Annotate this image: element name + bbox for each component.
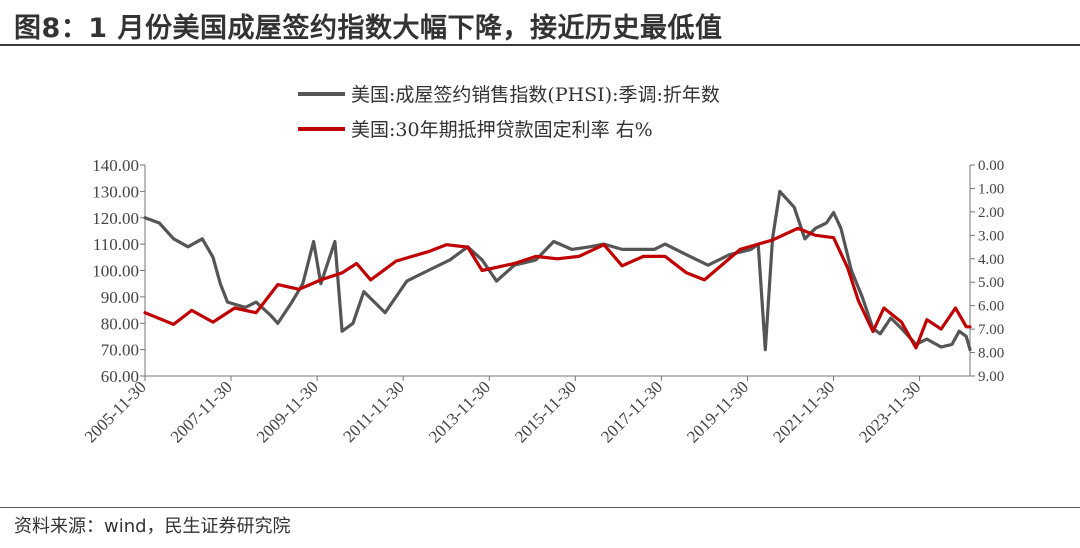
legend-label-mortgage: 美国:30年期抵押贷款固定利率 右% xyxy=(351,119,653,141)
right-tick-label: 2.00 xyxy=(978,205,1004,221)
left-tick-label: 90.00 xyxy=(101,288,139,307)
right-tick-label: 9.00 xyxy=(978,369,1004,385)
right-tick-label: 7.00 xyxy=(978,322,1004,338)
right-tick-label: 6.00 xyxy=(978,299,1004,315)
left-tick-label: 60.00 xyxy=(101,367,139,386)
x-tick-label: 2023-11-30 xyxy=(855,377,924,446)
series-layer xyxy=(143,189,972,352)
legend-label-phsi: 美国:成屋签约销售指数(PHSI):季调:折年数 xyxy=(351,84,720,106)
x-tick-label: 2011-11-30 xyxy=(339,377,408,446)
right-tick-label: 1.00 xyxy=(978,181,1004,197)
left-tick-label: 100.00 xyxy=(92,262,139,281)
right-tick-label: 3.00 xyxy=(978,228,1004,244)
x-tick-label: 2021-11-30 xyxy=(769,377,838,446)
x-tick-label: 2019-11-30 xyxy=(683,377,752,446)
left-tick-label: 70.00 xyxy=(101,341,139,360)
right-tick-label: 4.00 xyxy=(978,252,1004,268)
chart: 美国:成屋签约销售指数(PHSI):季调:折年数 美国:30年期抵押贷款固定利率… xyxy=(81,84,1005,446)
axes xyxy=(144,165,971,377)
right-tick-label: 8.00 xyxy=(978,346,1004,362)
series-line-mortgage-rate xyxy=(143,226,972,350)
page-title: 图8：1 月份美国成屋签约指数大幅下降，接近历史最低值 xyxy=(14,13,723,44)
x-tick-label: 2009-11-30 xyxy=(253,377,322,446)
left-tick-label: 120.00 xyxy=(92,209,139,228)
left-tick-label: 110.00 xyxy=(93,235,139,254)
x-ticks: 2005-11-30 2007-11-30 2009-11-30 2011-11-30… xyxy=(81,376,924,446)
left-tick-label: 80.00 xyxy=(101,314,139,333)
title-divider xyxy=(0,44,1080,46)
x-tick-label: 2017-11-30 xyxy=(597,377,666,446)
footer-divider xyxy=(0,507,1080,508)
x-tick-label: 2007-11-30 xyxy=(167,377,236,446)
left-tick-label: 130.00 xyxy=(92,182,139,201)
right-tick-label: 0.00 xyxy=(978,158,1004,174)
series-line-phsi xyxy=(143,189,972,352)
x-tick-label: 2013-11-30 xyxy=(425,377,494,446)
right-tick-label: 5.00 xyxy=(978,275,1004,291)
right-y-ticks: 0.00 1.00 2.00 3.00 4.00 5.00 6.00 7.00 8.00 9.00 xyxy=(970,158,1004,385)
left-y-ticks: 60.00 70.00 80.00 90.00 100.00 110.00 120.00 13… xyxy=(92,156,145,386)
left-tick-label: 140.00 xyxy=(92,156,139,175)
x-tick-label: 2005-11-30 xyxy=(81,377,150,446)
x-tick-label: 2015-11-30 xyxy=(511,377,580,446)
legend: 美国:成屋签约销售指数(PHSI):季调:折年数 美国:30年期抵押贷款固定利率… xyxy=(298,84,720,141)
source-note: 资料来源：wind，民生证券研究院 xyxy=(14,516,291,537)
